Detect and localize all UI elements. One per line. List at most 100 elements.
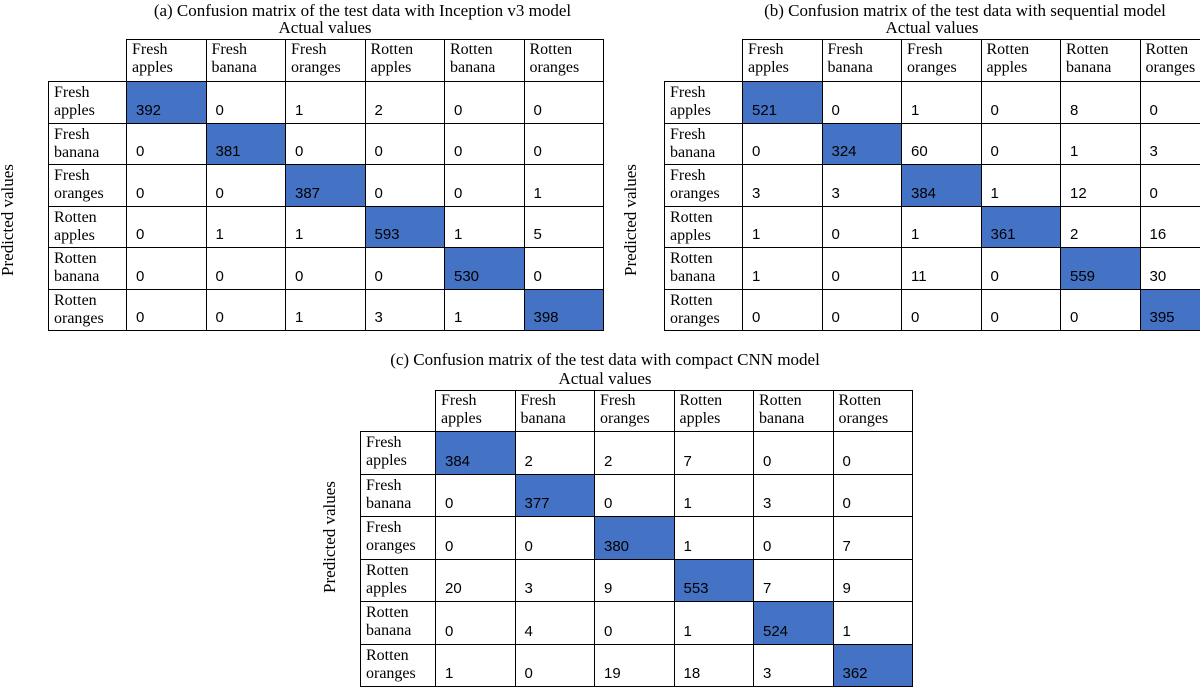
column-header-line: Fresh [828, 41, 902, 59]
row-header-line: apples [366, 580, 435, 598]
matrix-cell: 0 [206, 82, 286, 124]
matrix-cell-diagonal: 398 [524, 289, 604, 331]
column-header-line: Rotten [1146, 41, 1200, 59]
matrix-cell: 0 [822, 248, 902, 290]
matrix-cell: 1 [674, 474, 754, 517]
column-header-line: oranges [600, 410, 674, 428]
matrix-cell: 0 [981, 289, 1061, 331]
row-header-line: oranges [54, 310, 126, 328]
column-header-line: Rotten [450, 41, 524, 59]
matrix-cell: 0 [445, 123, 525, 165]
row-header-line: Rotten [54, 250, 126, 268]
column-header-line: banana [450, 59, 524, 77]
matrix-cell: 0 [286, 123, 366, 165]
row-header-line: Rotten [366, 604, 435, 622]
column-header-line: oranges [530, 59, 604, 77]
matrix-cell: 0 [436, 474, 516, 517]
row-header-line: apples [366, 452, 435, 470]
matrix-cell: 1 [286, 206, 366, 248]
matrix-cell: 0 [515, 644, 595, 687]
matrix-cell-diagonal: 381 [206, 123, 286, 165]
matrix-cell: 5 [524, 206, 604, 248]
row-header-line: oranges [670, 185, 742, 203]
column-header-line: Rotten [530, 41, 604, 59]
matrix-cell-diagonal: 530 [445, 248, 525, 290]
matrix-cell: 3 [754, 474, 834, 517]
matrix-cell: 0 [206, 289, 286, 331]
row-header-line: Fresh [670, 126, 742, 144]
row-header-line: apples [670, 227, 742, 245]
column-header-line: banana [521, 410, 595, 428]
column-header-line: apples [371, 59, 445, 77]
matrix-corner [665, 40, 743, 82]
matrix-cell-diagonal: 377 [515, 474, 595, 517]
y-axis-label: Predicted values [0, 155, 18, 285]
matrix-cell: 0 [436, 602, 516, 645]
row-header-line: Fresh [54, 126, 126, 144]
matrix-cell: 2 [1061, 206, 1141, 248]
row-header-line: oranges [54, 185, 126, 203]
row-header-line: banana [54, 268, 126, 286]
matrix-cell-diagonal: 362 [833, 644, 913, 687]
matrix-cell-diagonal: 524 [754, 602, 834, 645]
row-header-line: Fresh [366, 434, 435, 452]
matrix-cell-diagonal: 380 [595, 517, 675, 560]
column-header-line: banana [759, 410, 833, 428]
column-header-line: Fresh [748, 41, 822, 59]
column-header-line: apples [748, 59, 822, 77]
row-header-line: banana [54, 144, 126, 162]
matrix-cell: 16 [1140, 206, 1200, 248]
matrix-cell: 7 [754, 559, 834, 602]
matrix-cell: 9 [595, 559, 675, 602]
matrix-cell: 7 [833, 517, 913, 560]
matrix-cell: 1 [743, 206, 823, 248]
column-header-line: banana [1066, 59, 1140, 77]
matrix-cell: 4 [515, 602, 595, 645]
row-header-line: Rotten [670, 292, 742, 310]
column-header-line: banana [212, 59, 286, 77]
column-header-line: Fresh [441, 392, 515, 410]
matrix-cell: 3 [515, 559, 595, 602]
matrix-cell: 0 [822, 289, 902, 331]
matrix-cell: 0 [127, 123, 207, 165]
row-header-line: apples [54, 227, 126, 245]
matrix-cell: 3 [365, 289, 445, 331]
column-header-line: Fresh [212, 41, 286, 59]
matrix-cell: 0 [365, 165, 445, 207]
matrix-cell-diagonal: 521 [743, 82, 823, 124]
matrix-cell: 0 [754, 517, 834, 560]
y-axis-label: Predicted values [621, 155, 641, 285]
column-header-line: Fresh [521, 392, 595, 410]
matrix-cell: 1 [743, 248, 823, 290]
matrix-cell: 0 [206, 165, 286, 207]
matrix-cell: 0 [127, 206, 207, 248]
matrix-cell: 0 [524, 123, 604, 165]
